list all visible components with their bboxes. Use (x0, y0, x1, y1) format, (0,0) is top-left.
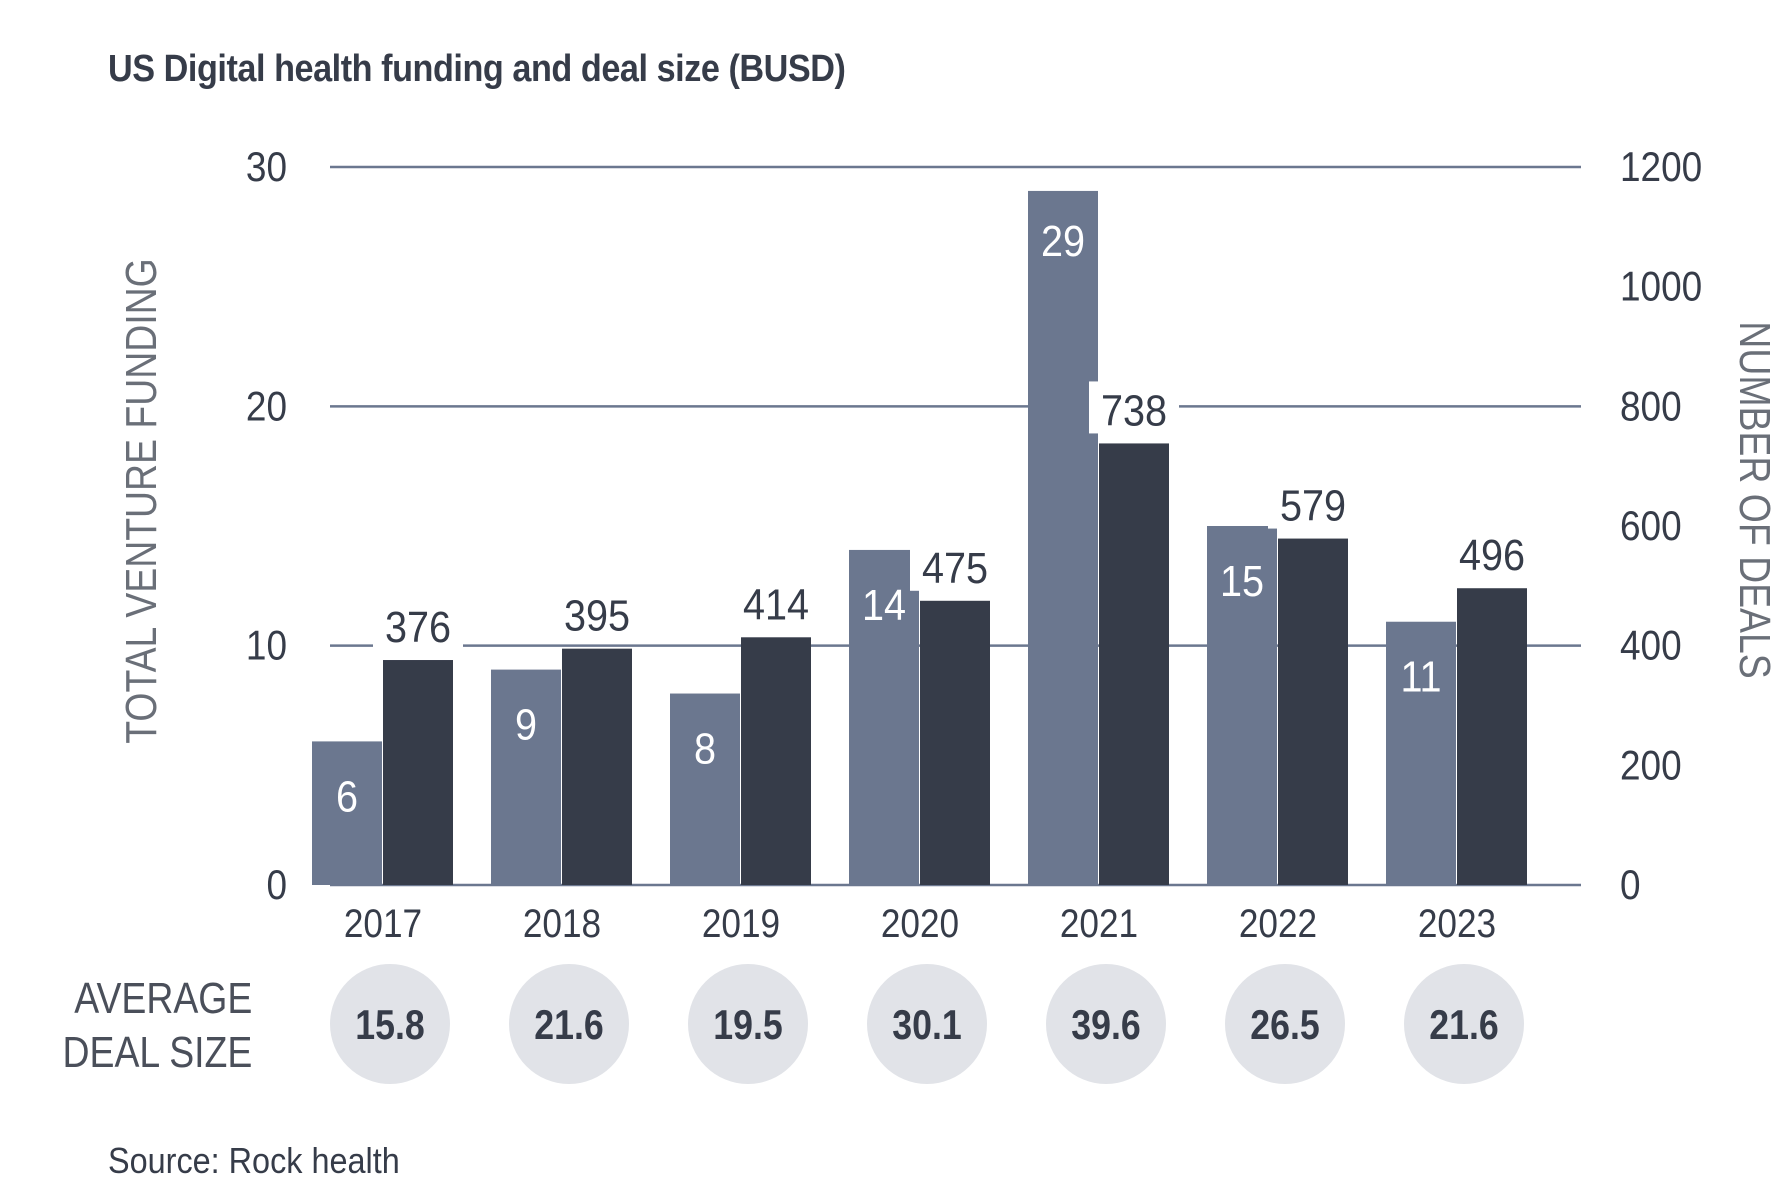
funding-bar (1207, 526, 1277, 885)
funding-bar (849, 549, 919, 885)
funding-value-label: 9 (515, 700, 537, 749)
funding-value-label: 8 (694, 724, 716, 773)
deal-count-label-bg (731, 575, 821, 628)
deal-count-label-bg (552, 586, 642, 639)
funding-bar (312, 741, 382, 885)
y2-tick-label: 800 (1620, 383, 1682, 430)
average-deal-size-circle (1225, 964, 1345, 1084)
y2-axis-label: NUMBER OF DEALS (1730, 321, 1772, 678)
deal-count-label: 395 (564, 591, 630, 640)
x-tick-label: 2019 (702, 901, 780, 946)
average-deal-size-value: 15.8 (355, 1002, 424, 1048)
funding-value-label: 14 (862, 580, 906, 629)
average-deal-size-circle (1404, 964, 1524, 1084)
y2-tick-label: 0 (1620, 862, 1641, 909)
funding-bar (1386, 621, 1456, 885)
y-tick-label: 30 (246, 144, 287, 191)
deal-count-label: 579 (1280, 481, 1346, 530)
average-deal-size-circle (1046, 964, 1166, 1084)
average-deal-size-circle (867, 964, 987, 1084)
funding-bar (491, 669, 561, 885)
funding-value-label: 11 (1400, 652, 1441, 701)
x-tick-label: 2021 (1060, 901, 1138, 946)
deal-count-label-bg (1447, 526, 1537, 579)
deals-bar (1457, 588, 1527, 885)
deal-count-label-bg (373, 598, 463, 651)
y2-tick-label: 200 (1620, 742, 1682, 789)
deals-bar (562, 648, 632, 885)
deal-count-label: 414 (743, 579, 809, 628)
average-deal-size-circle (509, 964, 629, 1084)
average-deal-size-label-line-2: DEAL SIZE (62, 1028, 252, 1077)
deal-count-label-bg (1268, 476, 1358, 529)
y2-tick-label: 400 (1620, 623, 1682, 670)
x-tick-label: 2018 (523, 901, 601, 946)
y-tick-label: 20 (246, 383, 287, 430)
y2-tick-label: 1200 (1620, 144, 1702, 191)
x-tick-label: 2020 (881, 901, 959, 946)
y-tick-label: 0 (266, 862, 287, 909)
deal-count-label: 738 (1101, 385, 1167, 434)
deal-count-label: 496 (1459, 530, 1525, 579)
deal-count-label-bg (1089, 381, 1179, 434)
average-deal-size-value: 39.6 (1071, 1002, 1140, 1048)
deals-bar (1099, 443, 1169, 885)
source-note: Source: Rock health (108, 1140, 400, 1181)
deal-count-label: 475 (922, 543, 988, 592)
y2-tick-label: 600 (1620, 503, 1682, 550)
x-tick-label: 2017 (344, 901, 422, 946)
average-deal-size-value: 21.6 (534, 1002, 603, 1048)
average-deal-size-circle (688, 964, 808, 1084)
funding-value-label: 29 (1041, 216, 1085, 265)
y-axis-label: TOTAL VENTURE FUNDING (116, 258, 166, 743)
deal-count-label-bg (910, 538, 1000, 591)
average-deal-size-value: 19.5 (713, 1002, 782, 1048)
funding-value-label: 15 (1220, 556, 1264, 605)
deals-bar (741, 637, 811, 885)
x-tick-label: 2022 (1239, 901, 1317, 946)
deals-bar (383, 660, 453, 885)
x-tick-label: 2023 (1418, 901, 1496, 946)
deal-count-label: 376 (385, 602, 451, 651)
funding-bar (670, 693, 740, 885)
average-deal-size-value: 26.5 (1250, 1002, 1319, 1048)
funding-bar (1028, 190, 1098, 885)
y-tick-label: 10 (246, 623, 287, 670)
average-deal-size-label-line-1: AVERAGE (73, 974, 252, 1023)
average-deal-size-circle (330, 964, 450, 1084)
deals-bar (1278, 538, 1348, 885)
average-deal-size-value: 21.6 (1429, 1002, 1498, 1048)
funding-value-label: 6 (336, 771, 358, 820)
average-deal-size-value: 30.1 (892, 1002, 961, 1048)
y2-tick-label: 1000 (1620, 264, 1702, 311)
deals-bar (920, 600, 990, 885)
chart-title: US Digital health funding and deal size … (108, 48, 846, 90)
average-deal-size-label: AVERAGE DEAL SIZE (62, 972, 252, 1080)
